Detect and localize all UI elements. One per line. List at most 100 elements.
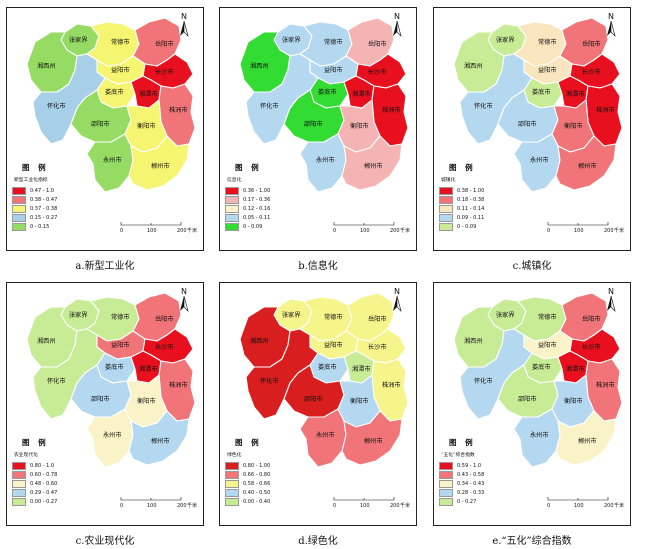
city-label-chenzhou: 郴州市: [578, 162, 597, 170]
city-label-changsha: 长沙市: [368, 343, 387, 351]
legend-range-label: 0.80 - 1.0: [30, 462, 55, 469]
scale-tick-label: 100: [574, 228, 584, 234]
region-yongzhou: [513, 408, 561, 468]
legend-item: 0.59 - 1.0: [439, 461, 549, 470]
city-label-xiangtan: 湘潭市: [566, 365, 585, 373]
region-yongzhou: [299, 133, 347, 193]
city-label-xiangxi: 湘西州: [37, 337, 56, 345]
legend-range-label: 0 - 0.09: [457, 223, 477, 230]
legend-range-label: 0.29 - 0.47: [30, 489, 58, 496]
legend-range-label: 0.34 - 0.43: [457, 480, 485, 487]
legend-item: 0.05 - 0.11: [225, 213, 335, 222]
city-label-loudi: 娄底市: [318, 363, 337, 371]
scale-unit-label: 千米: [400, 227, 410, 234]
city-label-yueyang: 岳阳市: [368, 40, 387, 48]
legend-range-label: 0.00 - 0.40: [243, 498, 271, 505]
legend-item: 0.11 - 0.14: [439, 204, 549, 213]
legend-swatch: [12, 497, 26, 506]
scale-bar: 0 100 200 千米: [120, 222, 197, 234]
legend-title: 图 例: [235, 163, 262, 172]
legend-range-label: 0.00 - 0.27: [30, 498, 58, 505]
north-label: N: [608, 287, 614, 296]
legend-swatch: [225, 488, 239, 497]
scale-tick-label: 200: [604, 228, 614, 234]
city-label-xiangxi: 湘西州: [250, 337, 269, 345]
legend-swatch: [12, 222, 26, 231]
legend-subtitle: 农业现代化: [14, 453, 38, 458]
city-label-chenzhou: 郴州市: [151, 437, 170, 445]
city-label-zhuzhou: 株洲市: [382, 381, 401, 389]
panel-caption: b.信息化: [298, 261, 338, 272]
legend-item: 0.58 - 0.66: [225, 479, 335, 488]
legend-swatch: [439, 461, 453, 470]
city-label-changsha: 长沙市: [155, 343, 174, 351]
city-label-yiyang: 益阳市: [538, 66, 557, 74]
legend-swatch: [439, 497, 453, 506]
city-label-chenzhou: 郴州市: [364, 437, 383, 445]
legend-swatch: [225, 479, 239, 488]
legend-item: 0.43 - 0.58: [439, 470, 549, 479]
city-label-yongzhou: 永州市: [530, 156, 549, 164]
city-label-changde: 常德市: [538, 38, 557, 46]
legend-item: 0 - 0.15: [12, 222, 122, 231]
legend-subtitle: 绿色化: [227, 453, 242, 458]
legend-item: 0.80 - 1.00: [225, 461, 335, 470]
city-label-shaoyang: 邵阳市: [304, 395, 323, 403]
city-label-zhangjiajie: 张家界: [282, 311, 301, 319]
legend-item: 0.00 - 0.27: [12, 497, 122, 506]
legend-item: 0.38 - 1.00: [439, 186, 549, 195]
city-label-loudi: 娄底市: [318, 88, 337, 96]
region-yongzhou: [86, 408, 134, 468]
city-label-yiyang: 益阳市: [324, 66, 343, 74]
scale-tick-label: 100: [574, 503, 584, 509]
region-chenzhou: [128, 410, 190, 466]
legend-swatch: [439, 213, 453, 222]
legend-range-label: 0 - 0.15: [30, 223, 50, 230]
legend-range-label: 0.36 - 1.00: [243, 187, 271, 194]
panel-caption: c.农业现代化: [75, 536, 135, 547]
city-label-changde: 常德市: [538, 313, 557, 321]
city-label-loudi: 娄底市: [532, 88, 551, 96]
city-label-hengyang: 衡阳市: [564, 122, 583, 130]
legend-item: 0.37 - 0.38: [12, 204, 122, 213]
city-label-huaihua: 怀化市: [47, 102, 66, 110]
city-label-chenzhou: 郴州市: [578, 437, 597, 445]
city-label-chenzhou: 郴州市: [151, 162, 170, 170]
city-label-zhuzhou: 株洲市: [169, 381, 188, 389]
legend-swatch: [12, 195, 26, 204]
legend-swatch: [12, 470, 26, 479]
legend-swatch: [12, 479, 26, 488]
legend-swatch: [439, 186, 453, 195]
legend: 图 例绿色化 0.80 - 1.00 0.66 - 0.80 0.58 - 0.66 0…: [225, 437, 335, 506]
scale-unit-label: 千米: [400, 502, 410, 509]
city-label-hengyang: 衡阳市: [137, 122, 156, 130]
legend: 图 例新型工业化指标 0.47 - 1.0 0.38 - 0.47 0.37 - 0.…: [12, 162, 122, 231]
legend-item: 0.40 - 0.50: [225, 488, 335, 497]
city-label-changde: 常德市: [324, 313, 343, 321]
legend-swatch: [225, 186, 239, 195]
legend-range-label: 0.38 - 0.47: [30, 196, 58, 203]
legend: 图 例农业现代化 0.80 - 1.0 0.60 - 0.78 0.48 - 0.60…: [12, 437, 122, 506]
scale-tick-label: 200: [390, 503, 400, 509]
region-yongzhou: [299, 408, 347, 468]
scale-tick-label: 200: [177, 503, 187, 509]
map-panel-informatization: 张家界 常德市 岳阳市 湘西州 益阳市 长沙市 娄底市 湘潭市 怀化市 株洲市 邵阳市 衡阳市 永州市郴…: [219, 7, 417, 251]
region-chenzhou: [341, 135, 403, 191]
city-label-xiangtan: 湘潭市: [352, 365, 371, 373]
legend-swatch: [225, 213, 239, 222]
city-label-xiangtan: 湘潭市: [139, 365, 158, 373]
legend-swatch: [439, 195, 453, 204]
city-label-xiangtan: 湘潭市: [352, 90, 371, 98]
panel-caption: a.新型工业化: [75, 261, 135, 272]
legend-swatch: [12, 461, 26, 470]
city-label-yiyang: 益阳市: [111, 341, 130, 349]
region-chenzhou: [555, 135, 617, 191]
panel-caption: d.绿色化: [298, 536, 338, 547]
legend-range-label: 0.05 - 0.11: [243, 214, 271, 221]
legend-range-label: 0.09 - 0.11: [457, 214, 485, 221]
scale-unit-label: 千米: [187, 502, 197, 509]
city-label-xiangxi: 湘西州: [464, 337, 483, 345]
scale-tick-label: 100: [147, 228, 157, 234]
legend-item: 0.00 - 0.40: [225, 497, 335, 506]
